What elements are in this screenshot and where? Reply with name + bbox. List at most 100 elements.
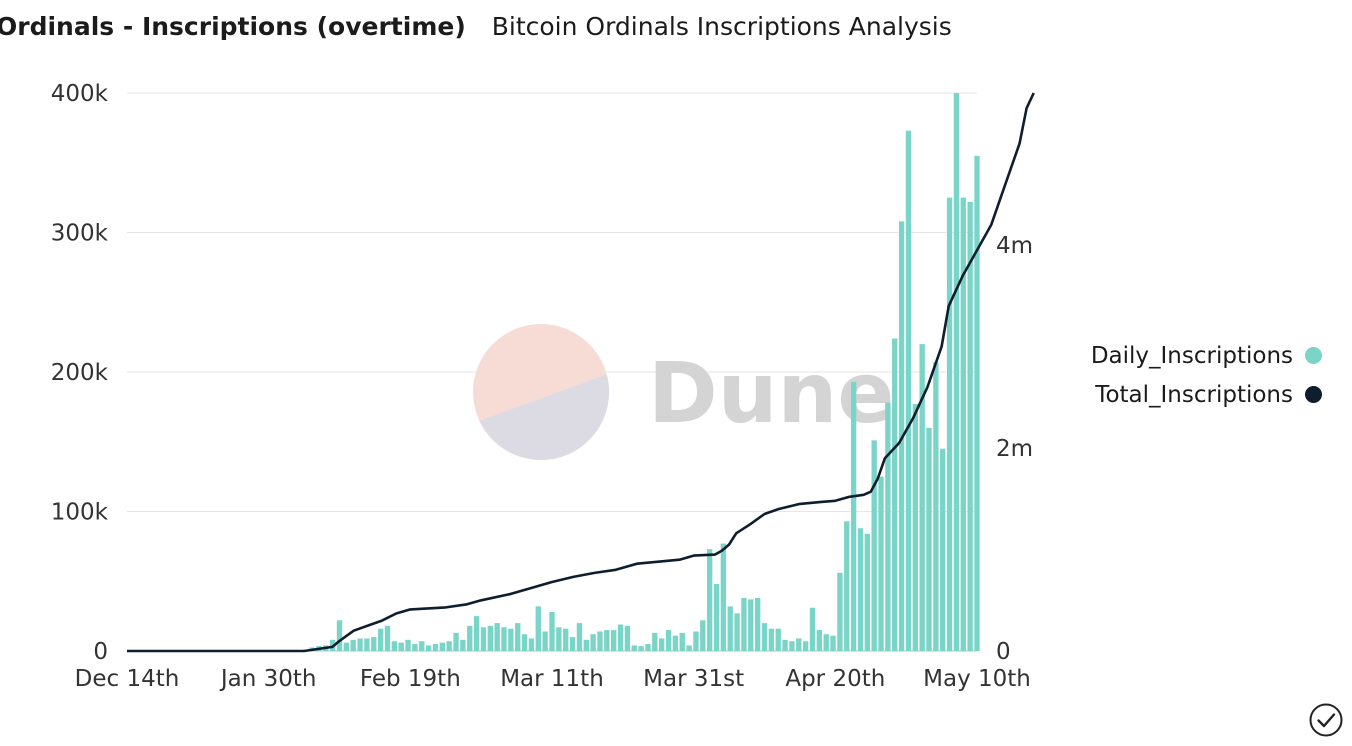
x-tick-label: Dec 14th — [75, 666, 180, 692]
bar-daily-inscriptions — [754, 597, 761, 651]
bar-daily-inscriptions — [432, 644, 439, 651]
y-axis-right: 0 2m 4m — [996, 233, 1033, 665]
legend-label-total: Total_Inscriptions — [1095, 381, 1293, 408]
bar-daily-inscriptions — [974, 155, 980, 651]
bar-daily-inscriptions — [569, 637, 576, 651]
chart-header: Ordinals - Inscriptions (overtime) Bitco… — [0, 12, 952, 41]
bar-daily-inscriptions — [343, 642, 350, 651]
bar-daily-inscriptions — [412, 644, 418, 651]
bar-daily-inscriptions — [700, 620, 706, 651]
bar-daily-inscriptions — [926, 427, 932, 651]
bar-daily-inscriptions — [384, 625, 391, 651]
bar-daily-inscriptions — [631, 645, 637, 651]
bar-daily-inscriptions — [727, 606, 733, 651]
bar-daily-inscriptions — [473, 616, 480, 651]
bar-daily-inscriptions — [604, 630, 610, 651]
y-left-tick-label: 100k — [51, 500, 109, 526]
bar-daily-inscriptions — [391, 641, 398, 651]
y-right-tick-label: 0 — [996, 639, 1011, 665]
bar-daily-inscriptions — [878, 476, 884, 651]
bar-daily-inscriptions — [919, 344, 925, 651]
bar-daily-inscriptions — [377, 628, 384, 651]
bar-daily-inscriptions — [823, 634, 829, 651]
bar-daily-inscriptions — [741, 597, 747, 651]
bar-daily-inscriptions — [912, 404, 918, 651]
bar-daily-inscriptions — [576, 623, 583, 651]
bar-daily-inscriptions — [611, 630, 617, 651]
bar-daily-inscriptions — [364, 638, 370, 651]
x-tick-label: May 10th — [923, 666, 1031, 692]
bar-daily-inscriptions — [371, 637, 377, 651]
bar-daily-inscriptions — [946, 197, 953, 651]
bar-daily-inscriptions — [487, 625, 493, 651]
bar-daily-inscriptions — [597, 631, 603, 651]
legend-item-total[interactable]: Total_Inscriptions — [1091, 375, 1322, 414]
bar-daily-inscriptions — [748, 599, 754, 651]
y-right-tick-label: 4m — [996, 233, 1033, 259]
bar-daily-inscriptions — [556, 627, 562, 651]
bar-daily-inscriptions — [336, 620, 343, 651]
legend-dot-total — [1305, 386, 1322, 403]
bar-daily-inscriptions — [405, 639, 411, 651]
bar-daily-inscriptions — [837, 572, 843, 651]
bar-daily-inscriptions — [467, 625, 473, 651]
y-left-tick-label: 0 — [93, 639, 108, 665]
bar-daily-inscriptions — [645, 644, 651, 651]
x-tick-label: Mar 11th — [500, 666, 604, 692]
bar-daily-inscriptions — [549, 611, 555, 651]
bar-daily-inscriptions — [713, 584, 720, 651]
bar-daily-inscriptions — [446, 641, 452, 651]
bar-daily-inscriptions — [528, 638, 535, 651]
bar-daily-inscriptions — [624, 625, 631, 651]
bar-daily-inscriptions — [439, 642, 445, 651]
bar-daily-inscriptions — [734, 613, 740, 651]
bar-daily-inscriptions — [508, 628, 514, 651]
bar-daily-inscriptions — [892, 338, 898, 651]
legend: Daily_Inscriptions Total_Inscriptions — [1091, 336, 1322, 414]
bar-daily-inscriptions — [686, 645, 692, 651]
dune-watermark: Dune — [473, 324, 894, 461]
bar-daily-inscriptions — [802, 641, 809, 651]
bar-daily-inscriptions — [460, 639, 466, 651]
bar-daily-inscriptions — [521, 634, 528, 651]
bar-daily-inscriptions — [617, 624, 624, 651]
bar-daily-inscriptions — [796, 638, 802, 651]
x-tick-label: Apr 20th — [785, 666, 885, 692]
bar-daily-inscriptions — [789, 641, 795, 651]
bar-daily-inscriptions — [542, 631, 548, 651]
legend-item-daily[interactable]: Daily_Inscriptions — [1091, 336, 1322, 375]
x-tick-label: Mar 31st — [643, 666, 744, 692]
bar-daily-inscriptions — [350, 639, 356, 651]
bar-daily-inscriptions — [535, 606, 541, 651]
bar-daily-inscriptions — [638, 646, 644, 651]
bar-daily-inscriptions — [775, 628, 781, 651]
bar-daily-inscriptions — [761, 623, 768, 651]
bar-daily-inscriptions — [419, 641, 425, 651]
bar-daily-inscriptions — [940, 448, 946, 651]
bar-daily-inscriptions — [515, 623, 521, 651]
bar-daily-inscriptions — [844, 521, 850, 651]
bar-daily-inscriptions — [850, 381, 857, 651]
bar-daily-inscriptions — [425, 645, 432, 651]
bar-daily-inscriptions — [857, 528, 864, 651]
bar-daily-inscriptions — [357, 638, 363, 651]
bar-daily-inscriptions — [659, 638, 665, 651]
bar-daily-inscriptions — [398, 642, 404, 651]
checkmark-icon[interactable] — [1308, 702, 1344, 738]
bar-daily-inscriptions — [885, 402, 891, 651]
daily-inscriptions-bars — [302, 93, 980, 652]
bar-daily-inscriptions — [953, 93, 960, 651]
dune-logo-bottom — [479, 374, 610, 461]
bar-daily-inscriptions — [665, 630, 672, 651]
bar-daily-inscriptions — [453, 632, 459, 651]
total-inscriptions-line — [127, 92, 1035, 653]
bar-daily-inscriptions — [501, 627, 507, 651]
bar-daily-inscriptions — [590, 634, 596, 651]
bar-daily-inscriptions — [480, 627, 487, 651]
bar-daily-inscriptions — [864, 533, 870, 651]
watermark-text: Dune — [648, 344, 894, 442]
bar-daily-inscriptions — [830, 635, 836, 651]
bar-daily-inscriptions — [563, 628, 569, 651]
bar-daily-inscriptions — [693, 631, 699, 651]
bar-daily-inscriptions — [871, 440, 877, 651]
